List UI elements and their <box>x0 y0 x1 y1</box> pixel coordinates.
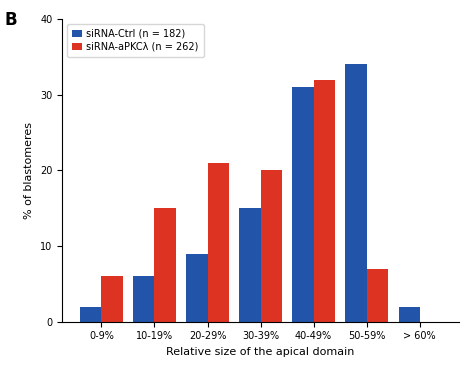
Bar <box>261 170 282 322</box>
Bar <box>292 87 314 322</box>
Bar <box>346 64 367 322</box>
X-axis label: Relative size of the apical domain: Relative size of the apical domain <box>166 347 355 357</box>
Bar <box>239 208 261 322</box>
Bar <box>314 80 335 322</box>
Bar <box>208 163 229 322</box>
Y-axis label: % of blastomeres: % of blastomeres <box>25 122 35 219</box>
Bar <box>186 254 208 322</box>
Text: B: B <box>5 11 18 29</box>
Bar <box>133 276 155 322</box>
Bar <box>80 307 101 322</box>
Bar <box>367 269 388 322</box>
Legend: siRNA-Ctrl (n = 182), siRNA-aPKCλ (n = 262): siRNA-Ctrl (n = 182), siRNA-aPKCλ (n = 2… <box>67 24 204 57</box>
Bar <box>101 276 123 322</box>
Bar <box>155 208 176 322</box>
Bar <box>399 307 420 322</box>
